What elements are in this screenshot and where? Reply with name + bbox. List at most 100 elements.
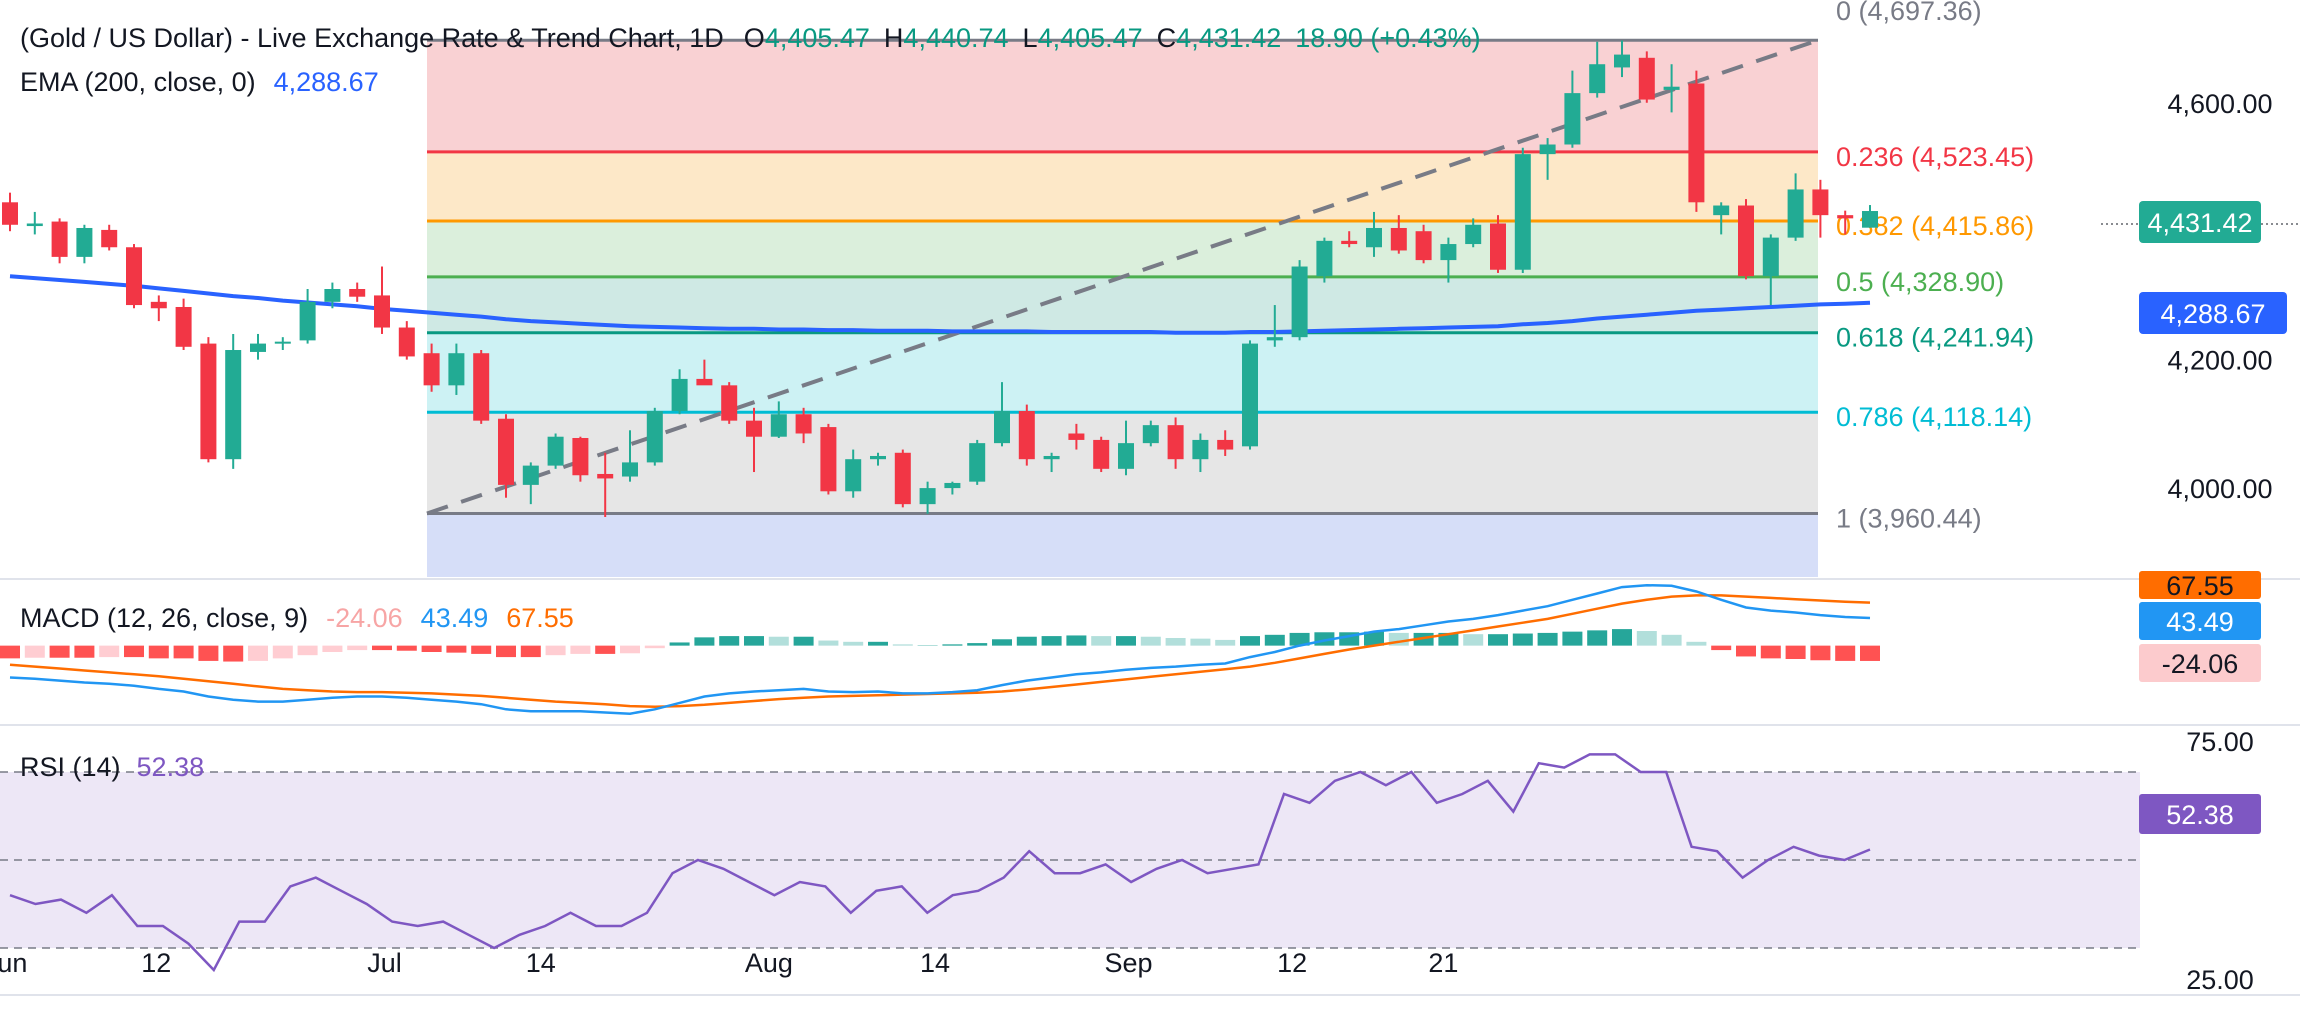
macd-line xyxy=(9,583,1871,715)
fib-label-0.5: 0.5 (4,328.90) xyxy=(1836,267,2004,297)
candle xyxy=(1688,70,1705,212)
candle-body xyxy=(1390,227,1407,251)
macd-histogram-bar xyxy=(1091,636,1112,646)
candle xyxy=(1713,202,1730,235)
macd-histogram-bar xyxy=(1165,638,1186,646)
candle-body xyxy=(969,443,986,482)
candle xyxy=(770,401,787,438)
candle xyxy=(671,369,688,415)
candle xyxy=(1266,305,1283,347)
ema-200-line xyxy=(9,274,1871,335)
macd-histogram-bar xyxy=(223,645,244,662)
candle-body xyxy=(1514,154,1531,270)
macd-histogram-bar xyxy=(768,636,789,646)
macd-histogram-bar xyxy=(1860,645,1880,661)
candle xyxy=(1837,210,1854,235)
candle-body xyxy=(1440,244,1457,261)
candle xyxy=(1539,138,1556,180)
candle-body xyxy=(1787,189,1804,238)
candle-body xyxy=(448,353,465,386)
candlesticks xyxy=(2,40,1878,517)
candle-body xyxy=(299,301,316,341)
candle-body xyxy=(250,343,266,352)
macd-histogram-bar xyxy=(446,645,467,653)
macd-histogram-bar xyxy=(1116,636,1136,646)
candle xyxy=(1316,237,1333,283)
candle xyxy=(299,289,316,344)
time-axis-label: Sep xyxy=(1104,948,1152,978)
macd-histogram-bar xyxy=(198,645,219,661)
candle xyxy=(1093,436,1110,473)
candle-body xyxy=(76,227,93,257)
macd-histogram-bar xyxy=(1562,631,1583,646)
candle xyxy=(547,433,564,469)
macd-histogram-bar xyxy=(1264,634,1285,646)
candle-body xyxy=(1638,57,1655,100)
macd-histogram-bar xyxy=(843,641,864,646)
candle-body xyxy=(1564,93,1581,145)
candle xyxy=(2,192,18,232)
rsi-line xyxy=(9,753,1871,973)
macd-histogram-bar xyxy=(620,645,640,654)
macd-histogram-bar xyxy=(1661,634,1682,646)
candle xyxy=(1142,420,1159,447)
candle xyxy=(200,337,217,463)
candle-body xyxy=(26,223,43,227)
header-legend: (Gold / US Dollar) - Live Exchange Rate … xyxy=(20,23,1481,782)
macd-histogram-bar xyxy=(347,645,368,651)
macd-histogram-bar xyxy=(1612,629,1632,646)
macd-histogram-bar xyxy=(496,645,516,658)
candle-body xyxy=(274,341,291,344)
price-axis-label: 4,000.00 xyxy=(2167,474,2272,504)
macd-histogram-bar xyxy=(595,645,616,654)
candle-body xyxy=(498,418,514,485)
candle-body xyxy=(721,385,738,421)
candle-body xyxy=(870,455,886,460)
candle-body xyxy=(1217,439,1234,450)
candle-body xyxy=(795,414,812,434)
time-axis-label: 14 xyxy=(526,948,556,978)
candle-body xyxy=(646,411,663,463)
macd-histogram-bar xyxy=(24,645,45,658)
macd-histogram-bar xyxy=(1364,631,1384,646)
candle-body xyxy=(473,353,490,421)
macd-histogram-value: -24.06 xyxy=(2162,649,2239,679)
macd-line-tag: 43.49 xyxy=(2139,602,2261,640)
candle xyxy=(1862,205,1878,228)
candle-body xyxy=(572,437,589,476)
macd-histogram-bar xyxy=(1463,634,1484,646)
macd-histogram-bar xyxy=(1736,645,1756,657)
candle-body xyxy=(398,327,415,357)
candle-body xyxy=(374,295,390,328)
macd-histogram-bar xyxy=(322,645,343,652)
fib-zone xyxy=(427,40,1818,152)
macd-histogram-bar xyxy=(1835,645,1856,661)
candle xyxy=(522,462,539,505)
ema-price-tag: 4,288.67 xyxy=(2139,292,2287,334)
candle xyxy=(1341,231,1358,248)
macd-histogram-bar xyxy=(248,645,268,661)
candle-body xyxy=(894,452,911,505)
candle xyxy=(498,414,514,498)
fib-label-0.618: 0.618 (4,241.94) xyxy=(1836,323,2034,353)
candle-body xyxy=(994,411,1010,444)
candle xyxy=(398,321,415,360)
candle-body xyxy=(1837,215,1854,219)
macd-histogram-bar xyxy=(967,643,988,646)
candle xyxy=(1415,224,1432,264)
candle-body xyxy=(622,462,638,477)
candle-body xyxy=(200,343,217,460)
candle xyxy=(1614,40,1630,78)
candle xyxy=(76,224,93,264)
candle-body xyxy=(696,378,713,386)
candle xyxy=(622,430,638,482)
candle-body xyxy=(1490,223,1506,270)
rsi-legend: RSI (14) 52.38 xyxy=(20,752,204,782)
macd-histogram-bar xyxy=(818,640,839,646)
trend-line xyxy=(426,38,1819,516)
candle xyxy=(1366,211,1382,257)
macd-histogram-bar xyxy=(49,645,70,658)
candle xyxy=(845,449,862,498)
candle-body xyxy=(1713,205,1730,216)
candle-body xyxy=(746,420,762,437)
